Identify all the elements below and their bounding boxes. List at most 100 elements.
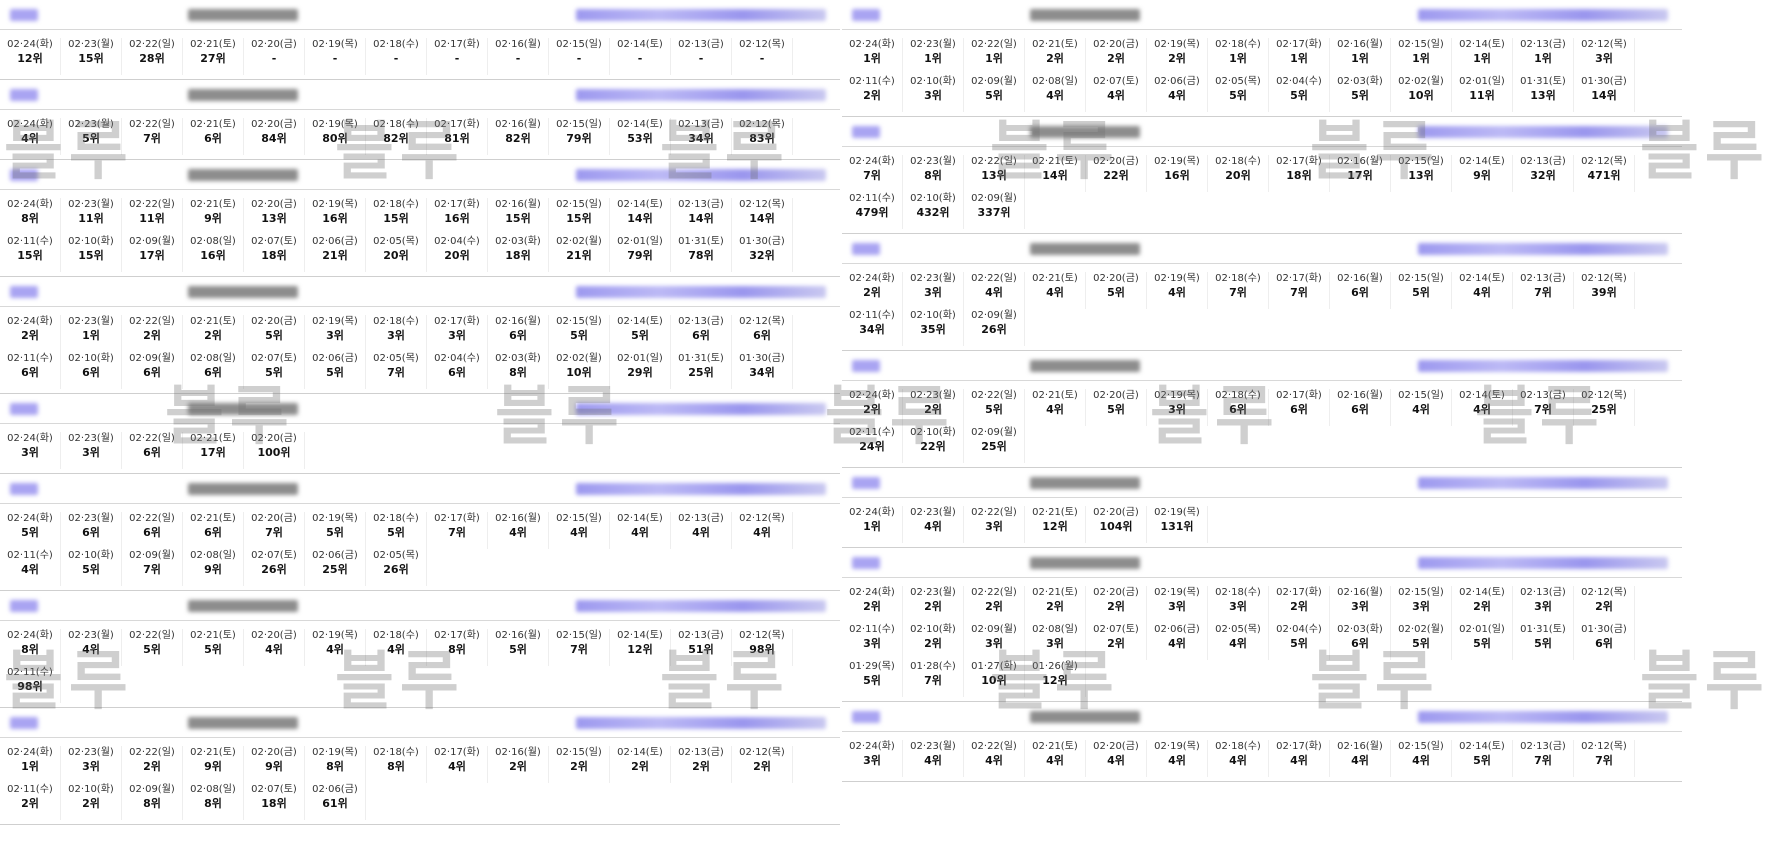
rank-history-row: 02·24(화) 1위 02·23(월) 4위 02·22(일) 3위 02·21(토) 12…: [842, 498, 1682, 547]
rank-date: 02·08(일): [190, 236, 236, 247]
blurred-header-text: [852, 360, 880, 372]
rank-cell: 02·10(화) 35위: [903, 309, 964, 346]
rank-value: 2위: [1168, 52, 1186, 65]
rank-date: 02·12(목): [739, 316, 785, 327]
rank-cell: 02·14(토) 4위: [1452, 389, 1513, 426]
rank-cell: 02·11(수) 34위: [842, 309, 903, 346]
rank-date: 01·29(목): [849, 661, 895, 672]
rank-cell: 02·15(일) 7위: [549, 629, 610, 666]
blurred-header-text: [1418, 126, 1668, 138]
rank-value: 6위: [1351, 403, 1369, 416]
rank-cell: 02·24(화) 4위: [0, 118, 61, 155]
rank-cell: 02·14(토) 1위: [1452, 38, 1513, 75]
block-header: [0, 591, 840, 621]
rank-value: 4위: [570, 526, 588, 539]
blurred-header-text: [852, 557, 880, 569]
rank-value: 2위: [570, 760, 588, 773]
rank-date: 02·22(일): [129, 119, 175, 130]
rank-value: 4위: [1168, 754, 1186, 767]
block-header: [842, 468, 1682, 498]
ranking-block: 02·24(화) 2위 02·23(월) 1위 02·22(일) 2위 02·21(토) 2위…: [0, 277, 840, 394]
rank-cell: 02·12(목) 39위: [1574, 272, 1635, 309]
blurred-header-text: [188, 483, 298, 495]
rank-cell: 02·21(토) 17위: [183, 432, 244, 469]
rank-value: 84위: [261, 132, 287, 145]
rank-value: 6위: [1595, 637, 1613, 650]
rank-cell: 02·20(금) 2위: [1086, 38, 1147, 75]
rank-value: 18위: [261, 797, 287, 810]
rank-value: 4위: [1046, 403, 1064, 416]
rank-date: 02·09(월): [129, 550, 175, 561]
rank-value: 5위: [509, 643, 527, 656]
rank-value: 53위: [627, 132, 653, 145]
rank-value: 4위: [1473, 403, 1491, 416]
rank-cell: 02·16(월) 1위: [1330, 38, 1391, 75]
block-header: [842, 0, 1682, 30]
rank-value: 5위: [1107, 403, 1125, 416]
rank-date: 02·10(화): [68, 236, 114, 247]
rank-value: 4위: [985, 286, 1003, 299]
rank-date: 02·06(금): [312, 784, 358, 795]
rank-date: 02·23(월): [910, 587, 956, 598]
blurred-header-text: [188, 89, 298, 101]
rank-value: 26위: [981, 323, 1007, 336]
rank-date: 02·21(토): [190, 433, 236, 444]
rank-date: 02·07(토): [251, 236, 297, 247]
rank-date: 02·19(목): [312, 199, 358, 210]
rank-date: 02·22(일): [129, 199, 175, 210]
rank-value: 2위: [863, 600, 881, 613]
rank-value: 24위: [859, 440, 885, 453]
rank-date: 02·10(화): [910, 310, 956, 321]
rank-value: -: [393, 52, 399, 65]
rank-cell: 02·12(목) 4위: [732, 512, 793, 549]
rank-cell: 02·04(수) 5위: [1269, 75, 1330, 112]
rank-value: 5위: [1290, 637, 1308, 650]
rank-value: 3위: [21, 446, 39, 459]
rank-cell: 02·16(월) 6위: [488, 315, 549, 352]
rank-date: 02·20(금): [251, 433, 297, 444]
blurred-header-text: [576, 286, 826, 298]
rank-cell: 02·20(금) 5위: [1086, 272, 1147, 309]
rank-cell: 02·16(월) 82위: [488, 118, 549, 155]
rank-value: 6위: [82, 366, 100, 379]
rank-cell: 02·24(화) 8위: [0, 198, 61, 235]
rank-date: 02·23(월): [910, 507, 956, 518]
rank-value: 5위: [863, 674, 881, 687]
rank-value: 2위: [1046, 600, 1064, 613]
rank-value: 6위: [1290, 403, 1308, 416]
rank-value: 2위: [82, 797, 100, 810]
rank-date: 01·30(금): [739, 353, 785, 364]
rank-cell: 02·09(월) 7위: [122, 549, 183, 586]
rank-date: 02·11(수): [7, 550, 53, 561]
rank-date: 02·18(수): [373, 630, 419, 641]
rank-cell: 02·10(화) 22위: [903, 426, 964, 463]
rank-date: 02·12(목): [1581, 587, 1627, 598]
rank-value: 5위: [204, 643, 222, 656]
rank-date: 02·22(일): [971, 390, 1017, 401]
rank-date: 02·06(금): [1154, 76, 1200, 87]
rank-value: 15위: [566, 212, 592, 225]
rank-value: 100위: [257, 446, 291, 459]
rank-value: 18위: [1286, 169, 1312, 182]
rank-cell: 02·09(월) 25위: [964, 426, 1025, 463]
rank-date: 02·12(목): [1581, 156, 1627, 167]
rank-date: 02·24(화): [849, 587, 895, 598]
rank-cell: 02·05(목) 7위: [366, 352, 427, 389]
rank-value: 6위: [1229, 403, 1247, 416]
rank-date: 02·20(금): [251, 747, 297, 758]
rank-date: 02·21(토): [1032, 156, 1078, 167]
rank-date: 02·09(월): [971, 310, 1017, 321]
blurred-header-text: [188, 286, 298, 298]
rank-history-row: 02·24(화) 2위 02·23(월) 2위 02·22(일) 2위 02·21(토) 2위…: [842, 578, 1682, 701]
rank-date: 02·19(목): [1154, 156, 1200, 167]
rank-date: 02·17(화): [434, 747, 480, 758]
rank-value: 5위: [326, 526, 344, 539]
rank-cell: 02·13(금) 7위: [1513, 740, 1574, 777]
blurred-header-text: [10, 286, 38, 298]
rank-value: 6위: [509, 329, 527, 342]
rank-cell: 02·04(수) 5위: [1269, 623, 1330, 660]
rank-cell: 02·23(월) 3위: [61, 432, 122, 469]
blurred-header-text: [576, 169, 826, 181]
rank-date: 02·11(수): [7, 667, 53, 678]
rank-cell: 02·15(일) 4위: [1391, 389, 1452, 426]
